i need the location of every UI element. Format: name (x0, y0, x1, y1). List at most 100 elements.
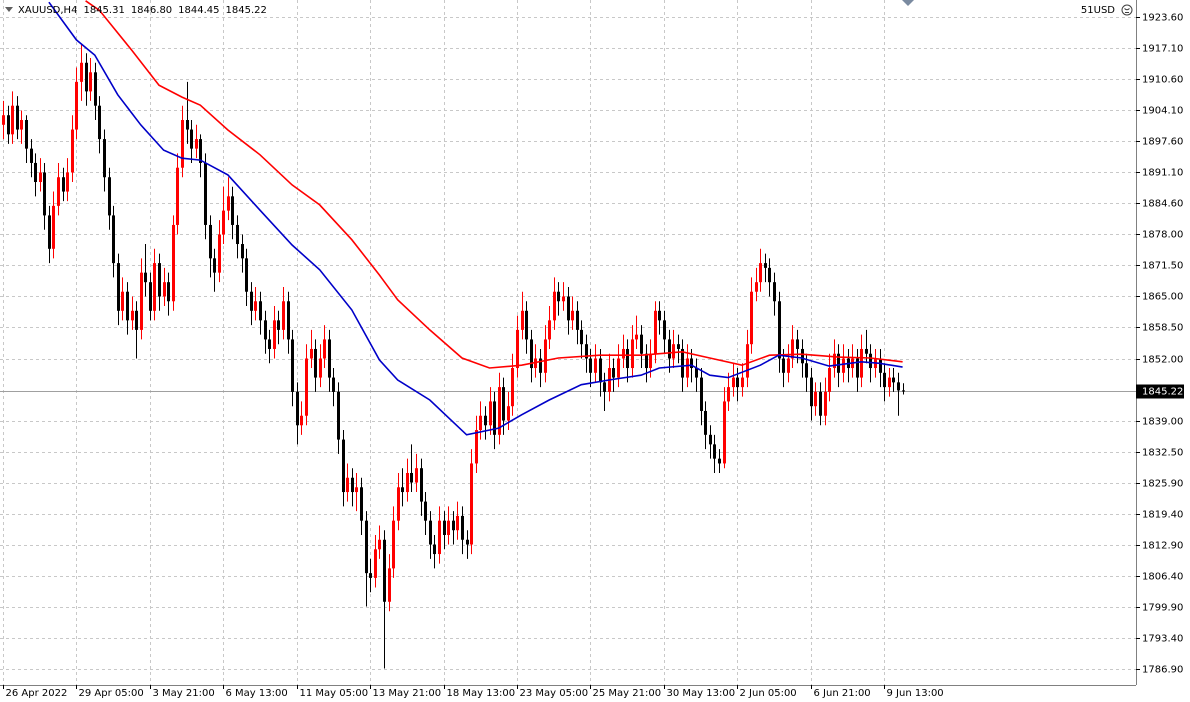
candle-body (594, 358, 597, 373)
y-tick-label: 1884.60 (1142, 199, 1183, 210)
candle-body (433, 544, 436, 555)
candle-body (516, 329, 519, 369)
candle-body (773, 282, 776, 302)
account-icon[interactable] (1121, 4, 1133, 16)
candle-body (695, 368, 698, 378)
y-tick-label: 1786.90 (1142, 665, 1183, 676)
x-tick-label: 23 May 05:00 (520, 688, 589, 699)
candle-body (245, 258, 248, 292)
candle-body (888, 377, 891, 388)
candle-body (796, 339, 799, 349)
candle-body (580, 329, 583, 345)
candle-body (369, 573, 372, 578)
x-tick-label: 26 Apr 2022 (6, 688, 68, 699)
candle-body (805, 363, 808, 378)
candle-body (135, 310, 138, 330)
candle-body (108, 177, 111, 216)
candle-body (860, 348, 863, 378)
candle-body (163, 282, 166, 297)
candle-body (585, 344, 588, 359)
candle-body (429, 520, 432, 545)
candle-body (824, 391, 827, 416)
candle-body (764, 263, 767, 268)
candle-body (452, 520, 455, 531)
candle-body (103, 139, 106, 178)
shift-marker[interactable] (902, 0, 914, 6)
plot-area (0, 0, 1136, 669)
candle-body (89, 72, 92, 92)
candle-body (401, 487, 404, 493)
candle-body (300, 415, 303, 426)
current-price-label: 1845.22 (1142, 387, 1183, 398)
candle-body (879, 358, 882, 373)
moving-average-line (85, 0, 903, 369)
candle-body (443, 520, 446, 535)
candle-body (149, 282, 152, 311)
candle-body (241, 244, 244, 259)
x-tick-label: 11 May 05:00 (300, 688, 369, 699)
x-tick-label: 13 May 21:00 (373, 688, 442, 699)
candle-body (268, 339, 271, 349)
candle-body (479, 415, 482, 431)
candle-body (732, 377, 735, 388)
y-tick-label: 1897.60 (1142, 137, 1183, 148)
y-tick-label: 1917.10 (1142, 44, 1183, 55)
candle-body (502, 387, 505, 421)
candle-body (199, 139, 202, 163)
y-tick-label: 1852.00 (1142, 355, 1183, 366)
candle-body (548, 320, 551, 340)
candle-body (599, 358, 602, 383)
candle-body (140, 272, 143, 330)
candle-body (277, 320, 280, 330)
x-tick-label: 3 May 21:00 (153, 688, 215, 699)
candle-body (589, 358, 592, 373)
candle-body (66, 172, 69, 192)
candle-body (718, 458, 721, 464)
candle-body (755, 282, 758, 292)
candle-body (20, 120, 23, 130)
candle-body (498, 387, 501, 435)
candle-body (768, 267, 771, 283)
candle-body (553, 291, 556, 321)
candle-body (842, 358, 845, 373)
candle-body (383, 539, 386, 602)
candle-body (397, 487, 400, 521)
candle-body (567, 296, 570, 321)
candle-body (709, 434, 712, 445)
candle-body (48, 215, 51, 249)
candle-body (75, 81, 78, 130)
candle-body (635, 334, 638, 340)
candle-body (727, 387, 730, 402)
candle-body (801, 348, 804, 364)
candle-body (52, 205, 55, 249)
candle-body (489, 401, 492, 426)
candle-body (131, 310, 134, 321)
candle-body (603, 382, 606, 392)
candle-body (264, 320, 267, 340)
candle-body (126, 291, 129, 321)
candle-body (645, 353, 648, 369)
y-tick-label: 1871.50 (1142, 261, 1183, 272)
x-tick-label: 6 May 13:00 (226, 688, 288, 699)
candle-body (461, 515, 464, 540)
candle-body (663, 320, 666, 340)
menu-icon[interactable] (5, 7, 13, 12)
candle-body (158, 263, 161, 297)
candle-body (406, 472, 409, 493)
candle-body (507, 406, 510, 421)
candle-body (833, 353, 836, 369)
candle-body (539, 358, 542, 373)
candle-body (204, 162, 207, 225)
candle-body (897, 382, 900, 391)
candle-body (654, 310, 657, 354)
candle-body (314, 348, 317, 378)
y-tick-label: 1910.60 (1142, 75, 1183, 86)
candle-body (342, 439, 345, 493)
candle-body (544, 339, 547, 373)
candle-body (273, 320, 276, 349)
y-tick-label: 1865.00 (1142, 292, 1183, 303)
candle-body (782, 358, 785, 373)
candle-body (236, 224, 239, 245)
candle-body (530, 339, 533, 369)
